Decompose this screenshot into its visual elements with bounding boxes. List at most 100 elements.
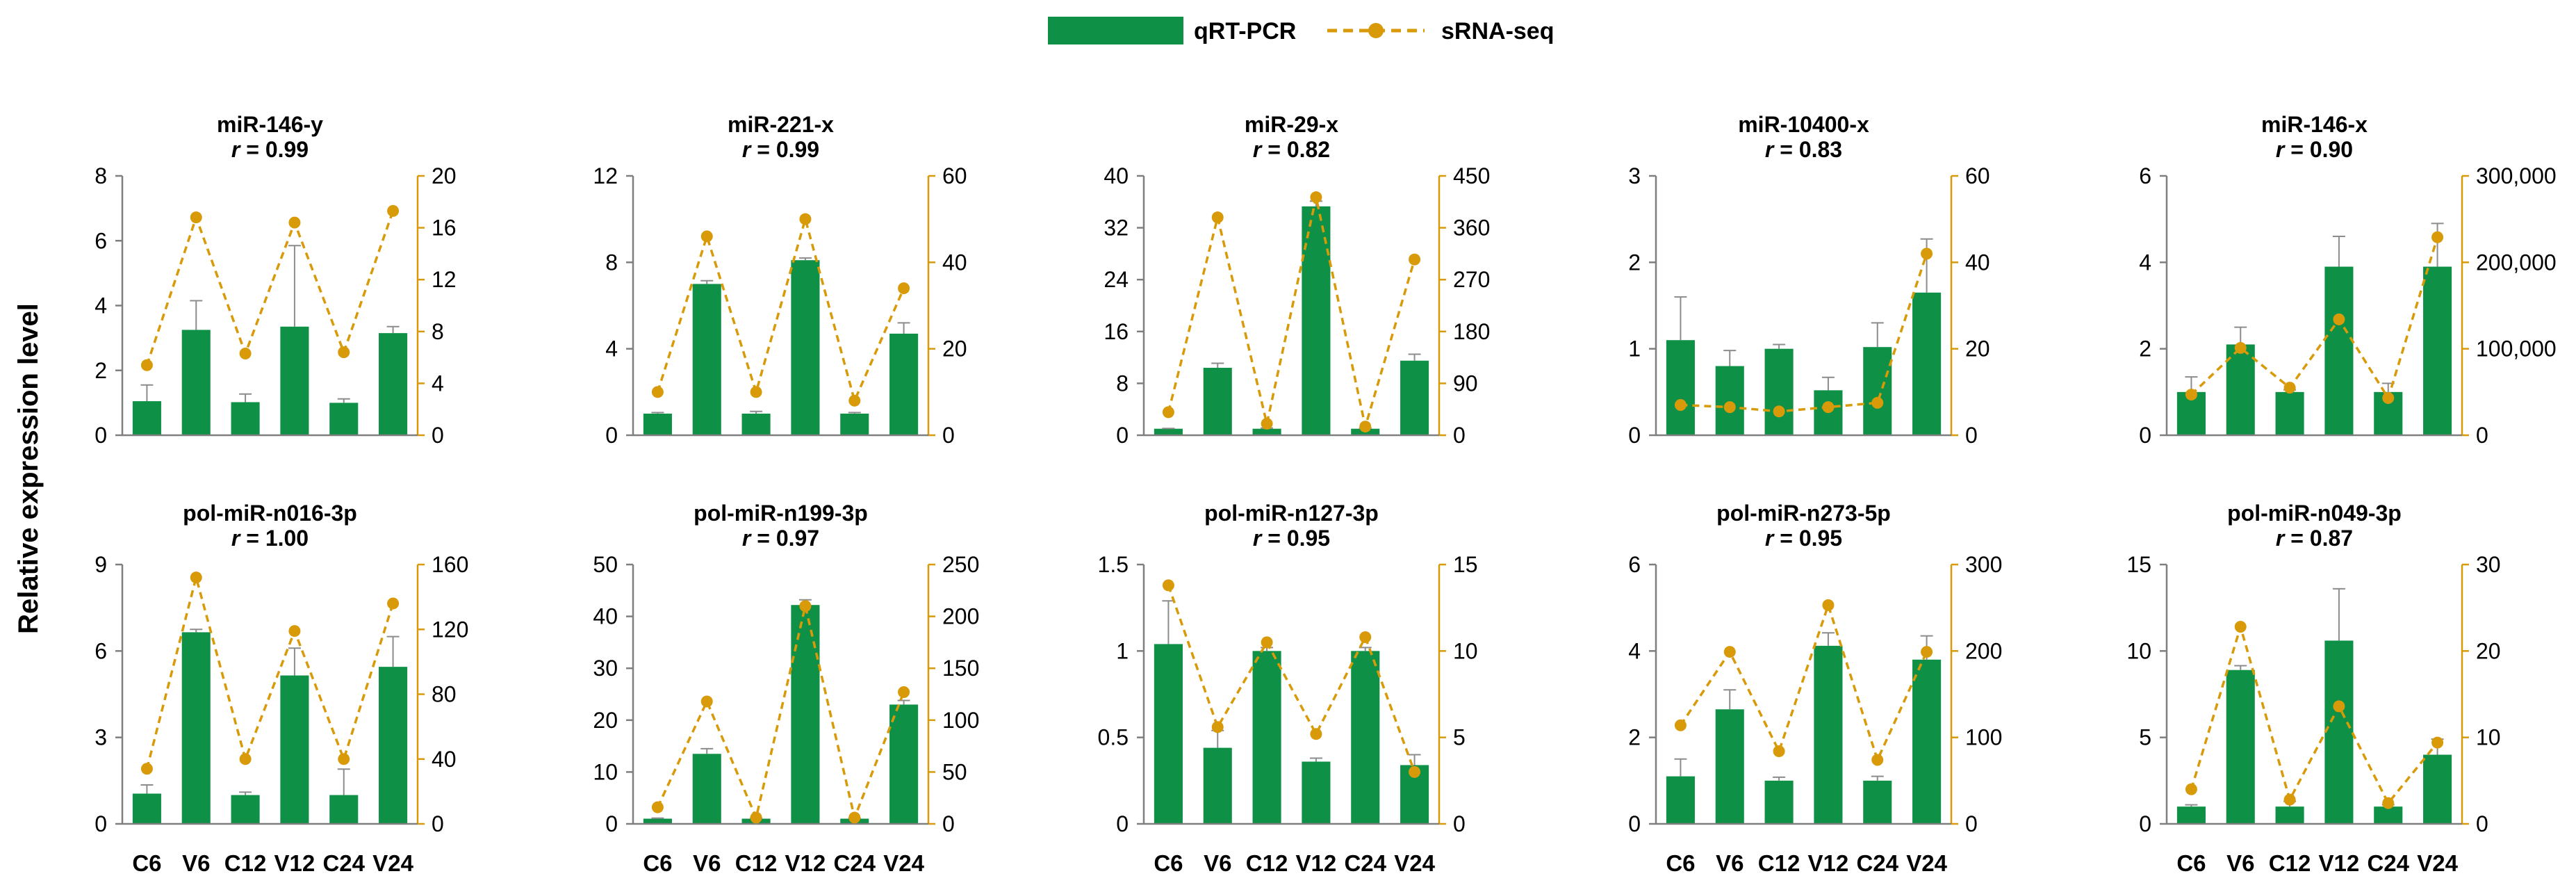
left-tick-label: 6 xyxy=(1628,552,1641,577)
qrt-pcr-bar xyxy=(791,260,820,435)
qrt-pcr-bar xyxy=(2275,806,2304,824)
panel-correlation: r = 0.97 xyxy=(742,526,819,551)
srna-seq-point xyxy=(1310,191,1322,204)
panel-pol-miR-n127-3p: pol-miR-n127-3pr = 0.95 0 0.5 1 1.5 0 5 10 15 C6 V… xyxy=(1098,501,1478,876)
category-label: C12 xyxy=(1246,850,1288,876)
srna-seq-point xyxy=(2333,700,2345,713)
right-tick-label: 20 xyxy=(942,336,967,362)
srna-seq-point xyxy=(1359,631,1372,643)
qrt-pcr-bar xyxy=(1715,709,1744,824)
correlation-symbol: r xyxy=(742,526,752,551)
panel-title: pol-miR-n199-3p xyxy=(694,501,868,526)
left-tick-label: 0 xyxy=(1628,811,1641,836)
qrt-pcr-bar xyxy=(132,793,161,824)
right-tick-label: 5 xyxy=(1453,725,1466,750)
srna-seq-point xyxy=(239,753,252,765)
panel-pol-miR-n049-3p: pol-miR-n049-3pr = 0.87 0 5 10 15 0 10 20 30 C6 V6… xyxy=(2126,501,2500,876)
left-tick-label: 6 xyxy=(95,638,107,663)
panel-miR-221-x: miR-221-xr = 0.99 0 4 8 12 0 20 40 60 xyxy=(593,112,967,448)
correlation-value: = 0.99 xyxy=(750,137,819,162)
panel-title: pol-miR-n049-3p xyxy=(2227,501,2402,526)
qrt-pcr-bar xyxy=(692,754,721,824)
panel-title: pol-miR-n127-3p xyxy=(1204,501,1379,526)
srna-seq-line xyxy=(656,214,905,405)
qrt-pcr-bar xyxy=(1764,348,1794,435)
panel-pol-miR-n273-5p: pol-miR-n273-5pr = 0.95 0 2 4 6 0 100 200 300 C6 V… xyxy=(1628,501,2002,876)
srna-seq-point xyxy=(2185,783,2197,795)
qrt-pcr-bar xyxy=(2226,670,2255,824)
panel-correlation: r = 0.95 xyxy=(1253,526,1330,551)
qrt-pcr-bar xyxy=(132,401,161,435)
left-tick-label: 40 xyxy=(1104,163,1129,188)
qrt-pcr-bar xyxy=(692,284,721,435)
right-tick-label: 200,000 xyxy=(2476,250,2557,275)
right-tick-label: 80 xyxy=(432,682,457,707)
left-tick-label: 1.5 xyxy=(1098,552,1129,577)
srna-seq-point xyxy=(2185,389,2197,401)
qrt-pcr-bar xyxy=(231,402,260,435)
qrt-pcr-bar xyxy=(2324,640,2354,824)
right-tick-label: 100,000 xyxy=(2476,336,2557,362)
category-label: V6 xyxy=(182,850,210,876)
qrt-pcr-bar xyxy=(1252,651,1281,824)
category-label: V12 xyxy=(274,850,315,876)
srna-seq-point xyxy=(1162,579,1174,592)
left-tick-label: 2 xyxy=(1628,250,1641,275)
left-tick-label: 30 xyxy=(593,656,618,681)
left-tick-label: 2 xyxy=(95,358,107,383)
right-tick-label: 12 xyxy=(432,267,457,292)
right-tick-label: 450 xyxy=(1453,163,1490,188)
qrt-pcr-bar xyxy=(181,330,211,435)
qrt-pcr-bar xyxy=(1203,368,1232,435)
qrt-pcr-bar xyxy=(1912,659,1942,824)
right-tick-label: 90 xyxy=(1453,371,1478,396)
panel-miR-146-y: miR-146-yr = 0.99 0 2 4 6 8 0 4 8 12 16 20 xyxy=(95,112,456,448)
srna-seq-line xyxy=(2190,622,2438,806)
panel-correlation: r = 0.99 xyxy=(231,137,309,162)
srna-seq-line xyxy=(1679,601,1928,763)
srna-seq-point xyxy=(1359,421,1372,433)
correlation-value: = 1.00 xyxy=(240,526,309,551)
srna-seq-point xyxy=(2234,621,2247,633)
right-tick-label: 200 xyxy=(942,604,979,629)
correlation-value: = 0.99 xyxy=(240,137,309,162)
right-tick-label: 180 xyxy=(1453,319,1490,344)
right-tick-label: 0 xyxy=(432,811,444,836)
correlation-value: = 0.90 xyxy=(2284,137,2353,162)
category-label: V12 xyxy=(1296,850,1337,876)
srna-seq-point xyxy=(2234,341,2247,354)
srna-seq-point xyxy=(1261,417,1273,430)
left-tick-label: 40 xyxy=(593,604,618,629)
srna-seq-point xyxy=(651,801,664,813)
srna-seq-point xyxy=(651,386,664,398)
qrt-pcr-bar xyxy=(1863,780,1892,824)
srna-seq-point xyxy=(1674,398,1687,411)
right-tick-label: 160 xyxy=(432,552,468,577)
right-tick-label: 0 xyxy=(942,811,955,836)
qrt-pcr-bar xyxy=(643,413,672,435)
right-tick-label: 15 xyxy=(1453,552,1478,577)
panel-correlation: r = 0.99 xyxy=(742,137,819,162)
right-tick-label: 0 xyxy=(1453,423,1466,448)
left-tick-label: 12 xyxy=(593,163,618,188)
left-tick-label: 3 xyxy=(1628,163,1641,188)
correlation-symbol: r xyxy=(2276,137,2286,162)
qrt-pcr-bar xyxy=(1302,761,1331,824)
qrt-pcr-bar xyxy=(1715,366,1744,435)
right-tick-label: 30 xyxy=(2476,552,2501,577)
qrt-pcr-bar xyxy=(1154,644,1183,824)
legend-bar-swatch xyxy=(1048,17,1183,44)
qrt-pcr-bar xyxy=(379,333,408,435)
left-tick-label: 4 xyxy=(95,293,107,318)
qrt-pcr-bar xyxy=(1863,347,1892,435)
srna-seq-point xyxy=(1773,405,1785,418)
srna-seq-point xyxy=(1921,248,1933,260)
left-tick-label: 16 xyxy=(1104,319,1129,344)
category-label: C6 xyxy=(1154,850,1183,876)
srna-seq-point xyxy=(288,216,301,229)
left-tick-label: 10 xyxy=(593,759,618,784)
category-label: V6 xyxy=(1204,850,1231,876)
srna-seq-point xyxy=(799,213,812,225)
